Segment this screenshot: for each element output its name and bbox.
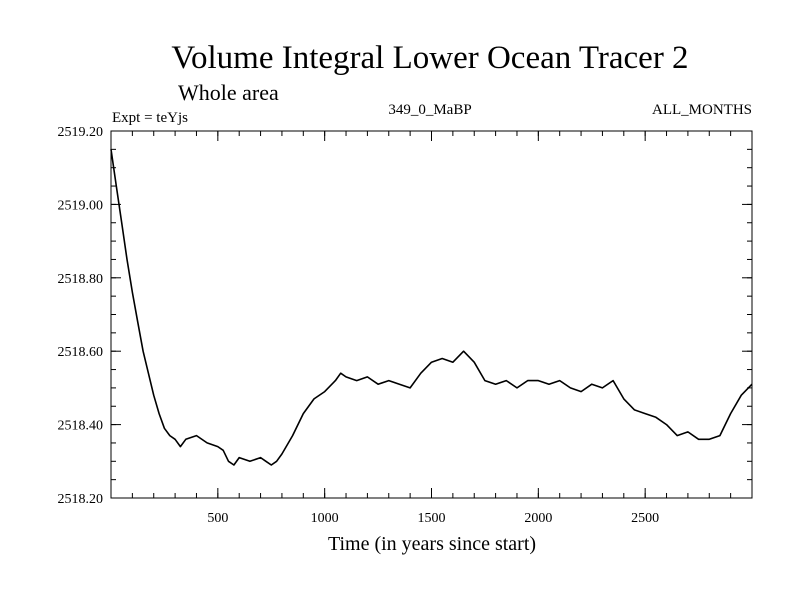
axis-tick-labels: 500 1000 1500 2000 2500 2518.20 2518.40 2518.60…: [58, 125, 660, 526]
x-tick-label: 1000: [311, 511, 339, 526]
y-tick-label: 2519.00: [58, 198, 104, 213]
x-tick-label: 2000: [524, 511, 552, 526]
y-tick-label: 2519.20: [58, 125, 104, 140]
x-tick-label: 1500: [418, 511, 446, 526]
axis-ticks: [111, 130, 752, 499]
y-tick-label: 2518.20: [58, 492, 104, 507]
x-tick-label: 500: [207, 511, 228, 526]
y-tick-label: 2518.40: [58, 419, 104, 434]
expt-label: Expt = teYjs: [112, 110, 188, 126]
y-tick-label: 2518.80: [58, 272, 104, 287]
data-series-line: [110, 149, 753, 466]
x-axis-label: Time (in years since start): [328, 533, 536, 555]
period-label: 349_0_MaBP: [388, 102, 471, 118]
months-label: ALL_MONTHS: [652, 102, 752, 118]
x-tick-label: 2500: [631, 511, 659, 526]
y-tick-label: 2518.60: [58, 345, 104, 360]
chart-subtitle: Whole area: [178, 80, 279, 105]
chart-title: Volume Integral Lower Ocean Tracer 2: [171, 40, 688, 76]
plot-frame: [110, 130, 753, 499]
